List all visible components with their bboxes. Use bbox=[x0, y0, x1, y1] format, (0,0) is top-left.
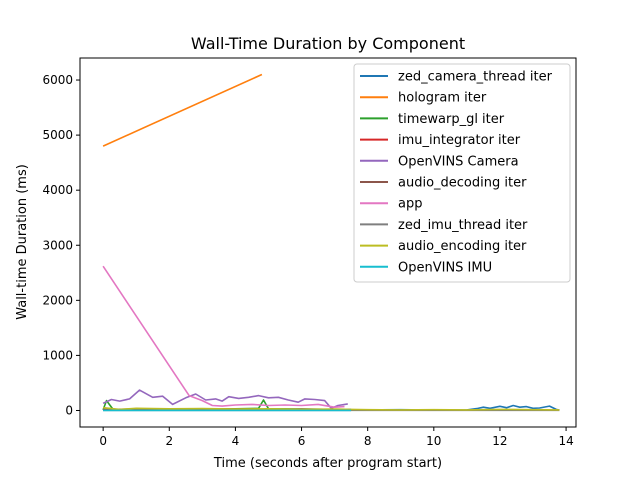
legend-box bbox=[353, 63, 571, 283]
x-tick-label: 10 bbox=[426, 434, 441, 448]
series-line-6 bbox=[102, 265, 345, 409]
x-tick-label: 6 bbox=[298, 434, 306, 448]
series-line-4 bbox=[102, 389, 348, 410]
x-axis-label: Time (seconds after program start) bbox=[213, 456, 442, 471]
legend-label: timewarp_gl iter bbox=[398, 112, 505, 127]
y-tick-label: 6000 bbox=[42, 73, 73, 87]
series-line-1 bbox=[102, 73, 263, 147]
legend: zed_camera_thread iter hologram iter timew… bbox=[353, 63, 571, 283]
chart-title: Wall-Time Duration by Component bbox=[191, 34, 465, 53]
x-tick-label: 4 bbox=[232, 434, 240, 448]
legend-label: app bbox=[398, 197, 422, 212]
x-axis-ticks: 0 2 4 6 8 10 12 14 bbox=[99, 427, 574, 448]
x-tick-label: 0 bbox=[99, 434, 107, 448]
legend-label: OpenVINS IMU bbox=[398, 260, 492, 275]
x-tick-label: 2 bbox=[165, 434, 173, 448]
legend-label: zed_camera_thread iter bbox=[398, 70, 553, 85]
y-tick-label: 2000 bbox=[42, 293, 73, 307]
legend-label: imu_integrator iter bbox=[398, 133, 521, 148]
legend-label: audio_encoding iter bbox=[398, 239, 527, 254]
y-axis-ticks: 0 1000 2000 3000 4000 5000 6000 bbox=[42, 73, 80, 417]
x-tick-label: 12 bbox=[492, 434, 507, 448]
y-axis-label: Wall-time Duration (ms) bbox=[15, 164, 30, 320]
legend-label: zed_imu_thread iter bbox=[398, 218, 528, 233]
y-tick-label: 4000 bbox=[42, 183, 73, 197]
series-lines bbox=[102, 73, 560, 412]
x-tick-label: 14 bbox=[558, 434, 573, 448]
legend-label: hologram iter bbox=[398, 91, 487, 106]
y-tick-label: 3000 bbox=[42, 238, 73, 252]
legend-label: OpenVINS Camera bbox=[398, 154, 519, 169]
legend-label: audio_decoding iter bbox=[398, 176, 527, 191]
y-tick-label: 0 bbox=[65, 403, 73, 417]
x-tick-label: 8 bbox=[364, 434, 372, 448]
series-line-8 bbox=[103, 406, 560, 411]
y-tick-label: 1000 bbox=[42, 348, 73, 362]
y-tick-label: 5000 bbox=[42, 128, 73, 142]
plot-frame bbox=[79, 57, 577, 428]
